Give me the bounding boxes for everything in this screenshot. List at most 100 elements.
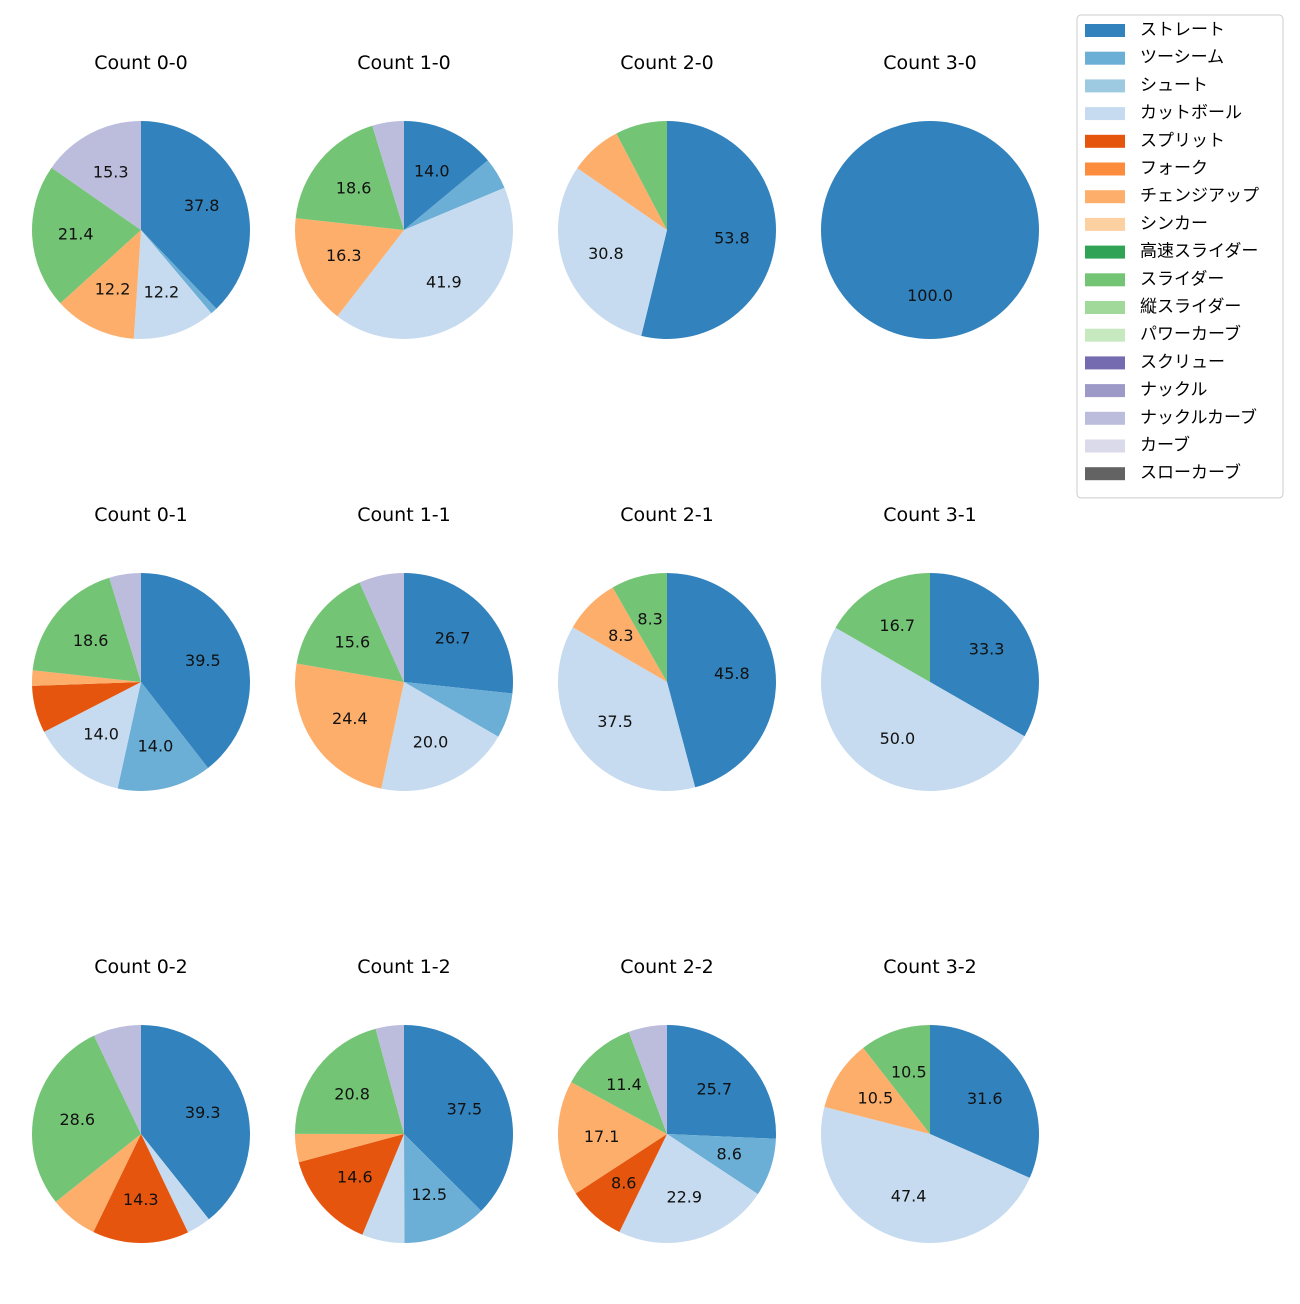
slice-label-count-1-0-0: 14.0 — [414, 161, 450, 180]
legend-swatch-9 — [1085, 273, 1125, 287]
slice-label-count-1-1-4: 15.6 — [335, 632, 371, 651]
slice-label-count-2-2-0: 25.7 — [696, 1079, 732, 1098]
slice-count-3-1-0 — [930, 573, 1039, 737]
slice-label-count-0-0-4: 21.4 — [58, 225, 94, 244]
legend-swatch-11 — [1085, 328, 1125, 342]
legend-swatch-10 — [1085, 301, 1125, 314]
slice-count-3-2-2 — [824, 1047, 930, 1134]
pie-title-count-2-1: Count 2-1 — [620, 504, 714, 526]
slice-label-count-2-0-1: 30.8 — [588, 244, 624, 263]
slice-label-count-1-2-1: 12.5 — [411, 1185, 447, 1204]
legend-label-5: フォーク — [1140, 159, 1208, 179]
slice-count-2-1-1 — [558, 627, 696, 791]
legend-label-10: 縦スライダー — [1140, 297, 1241, 317]
slice-count-2-0-1 — [558, 168, 667, 336]
slice-count-1-1-5 — [359, 573, 404, 682]
legend-swatch-4 — [1085, 134, 1125, 148]
slice-count-2-2-5 — [571, 1031, 667, 1134]
slice-count-3-2-1 — [821, 1106, 1030, 1243]
legend-swatch-13 — [1085, 384, 1125, 398]
pie-count-1-1: Count 1-1 26.7 20.0 24.4 15.6 — [295, 504, 513, 791]
slice-count-1-0-0 — [404, 121, 488, 230]
slice-label-count-0-2-2: 14.3 — [123, 1190, 159, 1209]
slice-count-2-1-0 — [667, 573, 776, 788]
legend-swatch-0 — [1085, 24, 1125, 37]
slice-label-count-0-1-5: 18.6 — [73, 631, 109, 650]
slice-label-count-3-2-0: 31.6 — [967, 1089, 1003, 1108]
slice-label-count-2-2-4: 17.1 — [584, 1127, 620, 1146]
slice-label-count-1-0-4: 18.6 — [336, 179, 372, 198]
slice-count-1-0-2 — [337, 187, 513, 339]
slice-label-count-0-0-0: 37.8 — [184, 196, 220, 215]
pie-count-2-2: Count 2-2 25.7 8.6 22.9 8.6 17.1 11.4 — [558, 956, 776, 1243]
pie-count-1-2: Count 1-2 37.5 12.5 14.6 20.8 — [295, 956, 513, 1243]
slice-label-count-3-2-2: 10.5 — [858, 1089, 894, 1108]
slice-label-count-0-0-2: 12.2 — [144, 283, 180, 302]
slice-count-1-1-1 — [404, 682, 513, 737]
slice-count-0-0-0 — [141, 121, 250, 309]
pie-count-2-0: Count 2-0 53.8 30.8 — [558, 52, 776, 339]
slice-label-count-3-2-3: 10.5 — [891, 1063, 927, 1082]
slice-label-count-0-2-0: 39.3 — [185, 1103, 221, 1122]
slice-count-3-0-0 — [821, 121, 1039, 339]
pies-group: Count 0-0 37.8 12.2 12.2 21.4 15.3 Count 1-0 14… — [31, 52, 1039, 1243]
pie-count-3-0: Count 3-0 100.0 — [821, 52, 1039, 339]
slice-count-0-1-6 — [109, 573, 141, 682]
slice-count-1-0-1 — [404, 160, 505, 230]
legend-swatch-5 — [1085, 162, 1125, 176]
slice-label-count-0-0-3: 12.2 — [95, 279, 131, 298]
slice-count-1-1-4 — [296, 582, 404, 682]
slice-count-0-0-4 — [31, 167, 141, 304]
slice-count-0-1-2 — [44, 682, 142, 789]
pie-title-count-0-1: Count 0-1 — [94, 504, 188, 526]
slice-label-count-3-2-1: 47.4 — [891, 1186, 927, 1205]
legend-swatch-16 — [1085, 467, 1125, 481]
legend-swatch-2 — [1085, 79, 1125, 93]
legend-label-7: シンカー — [1140, 214, 1208, 234]
slice-count-1-2-4 — [295, 1133, 404, 1163]
pie-title-count-3-2: Count 3-2 — [883, 956, 977, 978]
legend-label-12: スクリュー — [1140, 352, 1225, 372]
pie-count-0-2: Count 0-2 39.3 14.3 28.6 — [31, 956, 251, 1243]
pie-title-count-0-0: Count 0-0 — [94, 52, 188, 74]
slice-count-3-1-2 — [835, 573, 930, 682]
slice-count-2-2-6 — [628, 1025, 667, 1134]
slice-count-0-1-5 — [32, 577, 142, 682]
slice-count-2-2-4 — [558, 1082, 667, 1194]
slice-count-0-0-3 — [60, 230, 141, 339]
pie-title-count-2-2: Count 2-2 — [620, 956, 714, 978]
pie-title-count-2-0: Count 2-0 — [620, 52, 714, 74]
pie-count-0-1: Count 0-1 39.5 14.0 14.0 18.6 — [32, 504, 251, 791]
pie-title-count-1-1: Count 1-1 — [357, 504, 451, 526]
legend-swatch-15 — [1085, 439, 1125, 453]
slice-label-count-2-1-3: 8.3 — [637, 609, 662, 628]
pie-title-count-0-2: Count 0-2 — [94, 956, 188, 978]
slice-count-3-2-3 — [863, 1025, 930, 1134]
slice-label-count-1-2-5: 20.8 — [334, 1085, 370, 1104]
legend-frame — [1076, 14, 1284, 499]
legend-label-8: 高速スライダー — [1140, 242, 1258, 262]
slice-label-count-0-0-5: 15.3 — [93, 163, 129, 182]
legend-swatch-6 — [1085, 190, 1125, 204]
slice-count-0-2-0 — [141, 1025, 251, 1220]
slice-label-count-1-2-0: 37.5 — [447, 1099, 483, 1118]
pie-count-3-2: Count 3-2 31.6 47.4 10.5 10.5 — [821, 956, 1039, 1243]
slice-count-2-1-2 — [572, 587, 667, 682]
slice-count-0-1-3 — [32, 682, 142, 732]
slice-count-2-2-0 — [667, 1025, 776, 1139]
slice-count-0-1-4 — [32, 670, 142, 686]
slice-count-0-0-2 — [133, 230, 212, 339]
slice-label-count-3-1-0: 33.3 — [969, 640, 1005, 659]
slice-label-count-1-1-3: 24.4 — [332, 709, 368, 728]
slice-count-1-2-2 — [362, 1134, 405, 1243]
legend-swatch-7 — [1085, 217, 1125, 231]
legend-swatch-12 — [1085, 356, 1125, 370]
slice-label-count-1-0-3: 16.3 — [326, 246, 362, 265]
slice-count-0-0-1 — [141, 230, 217, 314]
legend-label-6: チェンジアップ — [1140, 186, 1259, 206]
slice-count-1-1-3 — [295, 663, 404, 789]
slice-count-0-2-5 — [93, 1025, 141, 1134]
legend-label-9: スライダー — [1140, 269, 1224, 289]
slice-count-2-1-3 — [612, 573, 667, 682]
